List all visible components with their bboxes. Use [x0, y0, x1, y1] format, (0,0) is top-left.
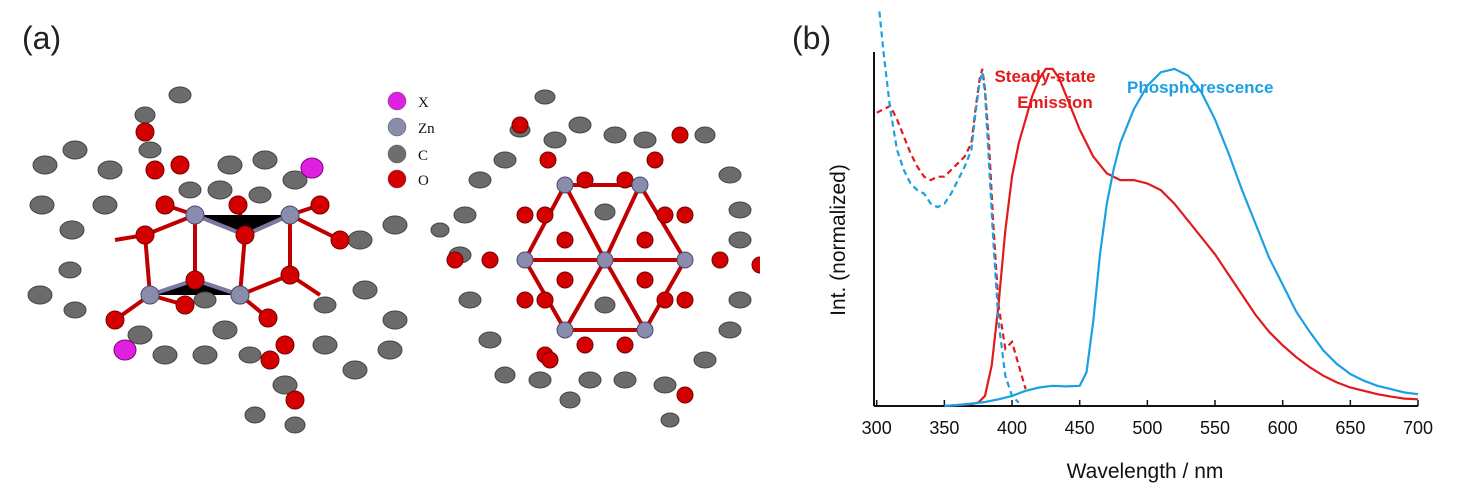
legend-label-o: O: [418, 173, 429, 189]
atom-legend: X Zn C O: [387, 91, 435, 189]
x-tick-label: 700: [1403, 418, 1433, 438]
legend-label-c: C: [418, 148, 428, 164]
series-line-1: [944, 67, 1419, 408]
legend-swatch-o: [387, 169, 407, 189]
x-tick-label: 650: [1335, 418, 1365, 438]
series-label-phosphorescence: Phosphorescence: [1127, 78, 1273, 97]
series-label-emission-line2: Emission: [1017, 93, 1093, 112]
x-tick-label: 600: [1268, 418, 1298, 438]
series-line-2: [876, 68, 1027, 390]
x-tick-label: 550: [1200, 418, 1230, 438]
legend-label-zn: Zn: [418, 121, 435, 137]
structure-side-view: [27, 86, 408, 434]
series-label-emission-line1: Steady-state: [994, 67, 1095, 86]
x-tick-label: 500: [1132, 418, 1162, 438]
series-line-0: [944, 67, 1419, 408]
x-tick-label: 450: [1065, 418, 1095, 438]
chart-axes: 300 350 400 450 500 550 600 650 700: [862, 52, 1433, 438]
series-line-3: [878, 11, 1020, 404]
x-tick-label: 400: [997, 418, 1027, 438]
x-tick-label: 350: [929, 418, 959, 438]
legend-swatch-x: [387, 91, 407, 111]
legend-swatch-c: [387, 144, 407, 164]
panel-label-b: (b): [792, 20, 832, 56]
x-axis-title: Wavelength / nm: [1067, 460, 1224, 483]
x-tick-label: 300: [862, 418, 892, 438]
legend-swatch-zn: [387, 117, 407, 137]
structure-top-view: [430, 89, 760, 428]
y-axis-title: Int. (normalized): [827, 164, 850, 316]
legend-label-x: X: [418, 95, 429, 111]
crystal-structure-illustration: X Zn C O: [27, 86, 760, 434]
panel-label-a: (a): [22, 20, 62, 56]
chart-series: [876, 11, 1419, 408]
